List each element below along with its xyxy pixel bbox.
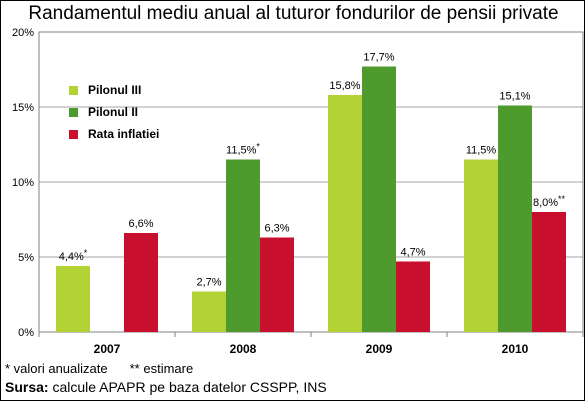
x-tick-label: 2008	[230, 342, 257, 356]
data-label: 2,7%	[196, 277, 221, 289]
y-tick-label: 15%	[12, 102, 34, 114]
data-label: 11,5%	[466, 145, 497, 157]
footnote-annualized: * valori anualizate	[5, 361, 108, 376]
data-label: 15,1%	[499, 91, 530, 103]
y-tick-label: 10%	[12, 177, 34, 189]
source-note: Sursa: calcule APAPR pe baza datelor CSS…	[5, 379, 327, 395]
y-tick-label: 0%	[18, 327, 34, 339]
data-label: 4,7%	[400, 247, 425, 259]
source-text: calcule APAPR pe baza datelor CSSPP, INS	[48, 379, 327, 395]
data-label: 17,7%	[363, 52, 394, 64]
legend-swatch	[69, 85, 78, 95]
data-label: 6,3%	[264, 223, 289, 235]
bar	[498, 105, 532, 332]
legend-item: Pilonul II	[69, 101, 159, 123]
x-tick-label: 2010	[502, 342, 529, 356]
legend-item: Rata inflatiei	[69, 123, 159, 145]
chart-title: Randamentul mediu anual al tuturor fondu…	[28, 3, 559, 24]
data-label: 11,5%*	[226, 142, 260, 157]
footnote-estimate: ** estimare	[129, 361, 194, 376]
legend-label: Pilonul III	[88, 83, 142, 97]
y-tick-label: 5%	[18, 252, 34, 264]
bar	[464, 159, 498, 332]
data-label: 15,8%	[329, 80, 360, 92]
bar	[56, 266, 90, 332]
x-tick-label: 2007	[94, 342, 121, 356]
legend: Pilonul III Pilonul II Rata inflatiei	[69, 79, 159, 145]
footnote: * valori anualizate ** estimare	[5, 361, 193, 376]
legend-label: Pilonul II	[88, 105, 138, 119]
bar	[362, 66, 396, 332]
legend-swatch	[69, 129, 78, 139]
source-label: Sursa:	[5, 379, 49, 395]
bar	[192, 291, 226, 332]
data-label: 6,6%	[128, 218, 153, 230]
bar	[124, 233, 158, 332]
y-tick-label: 20%	[12, 27, 34, 39]
bar	[396, 261, 430, 332]
legend-label: Rata inflatiei	[88, 127, 160, 141]
legend-item: Pilonul III	[69, 79, 159, 101]
bar	[260, 237, 294, 332]
x-tick-label: 2009	[366, 342, 393, 356]
data-label: 8,0%**	[533, 194, 566, 209]
bar	[532, 212, 566, 332]
legend-swatch	[69, 107, 78, 117]
bar	[226, 159, 260, 332]
data-label: 4,4%*	[59, 248, 88, 263]
bar	[328, 95, 362, 332]
